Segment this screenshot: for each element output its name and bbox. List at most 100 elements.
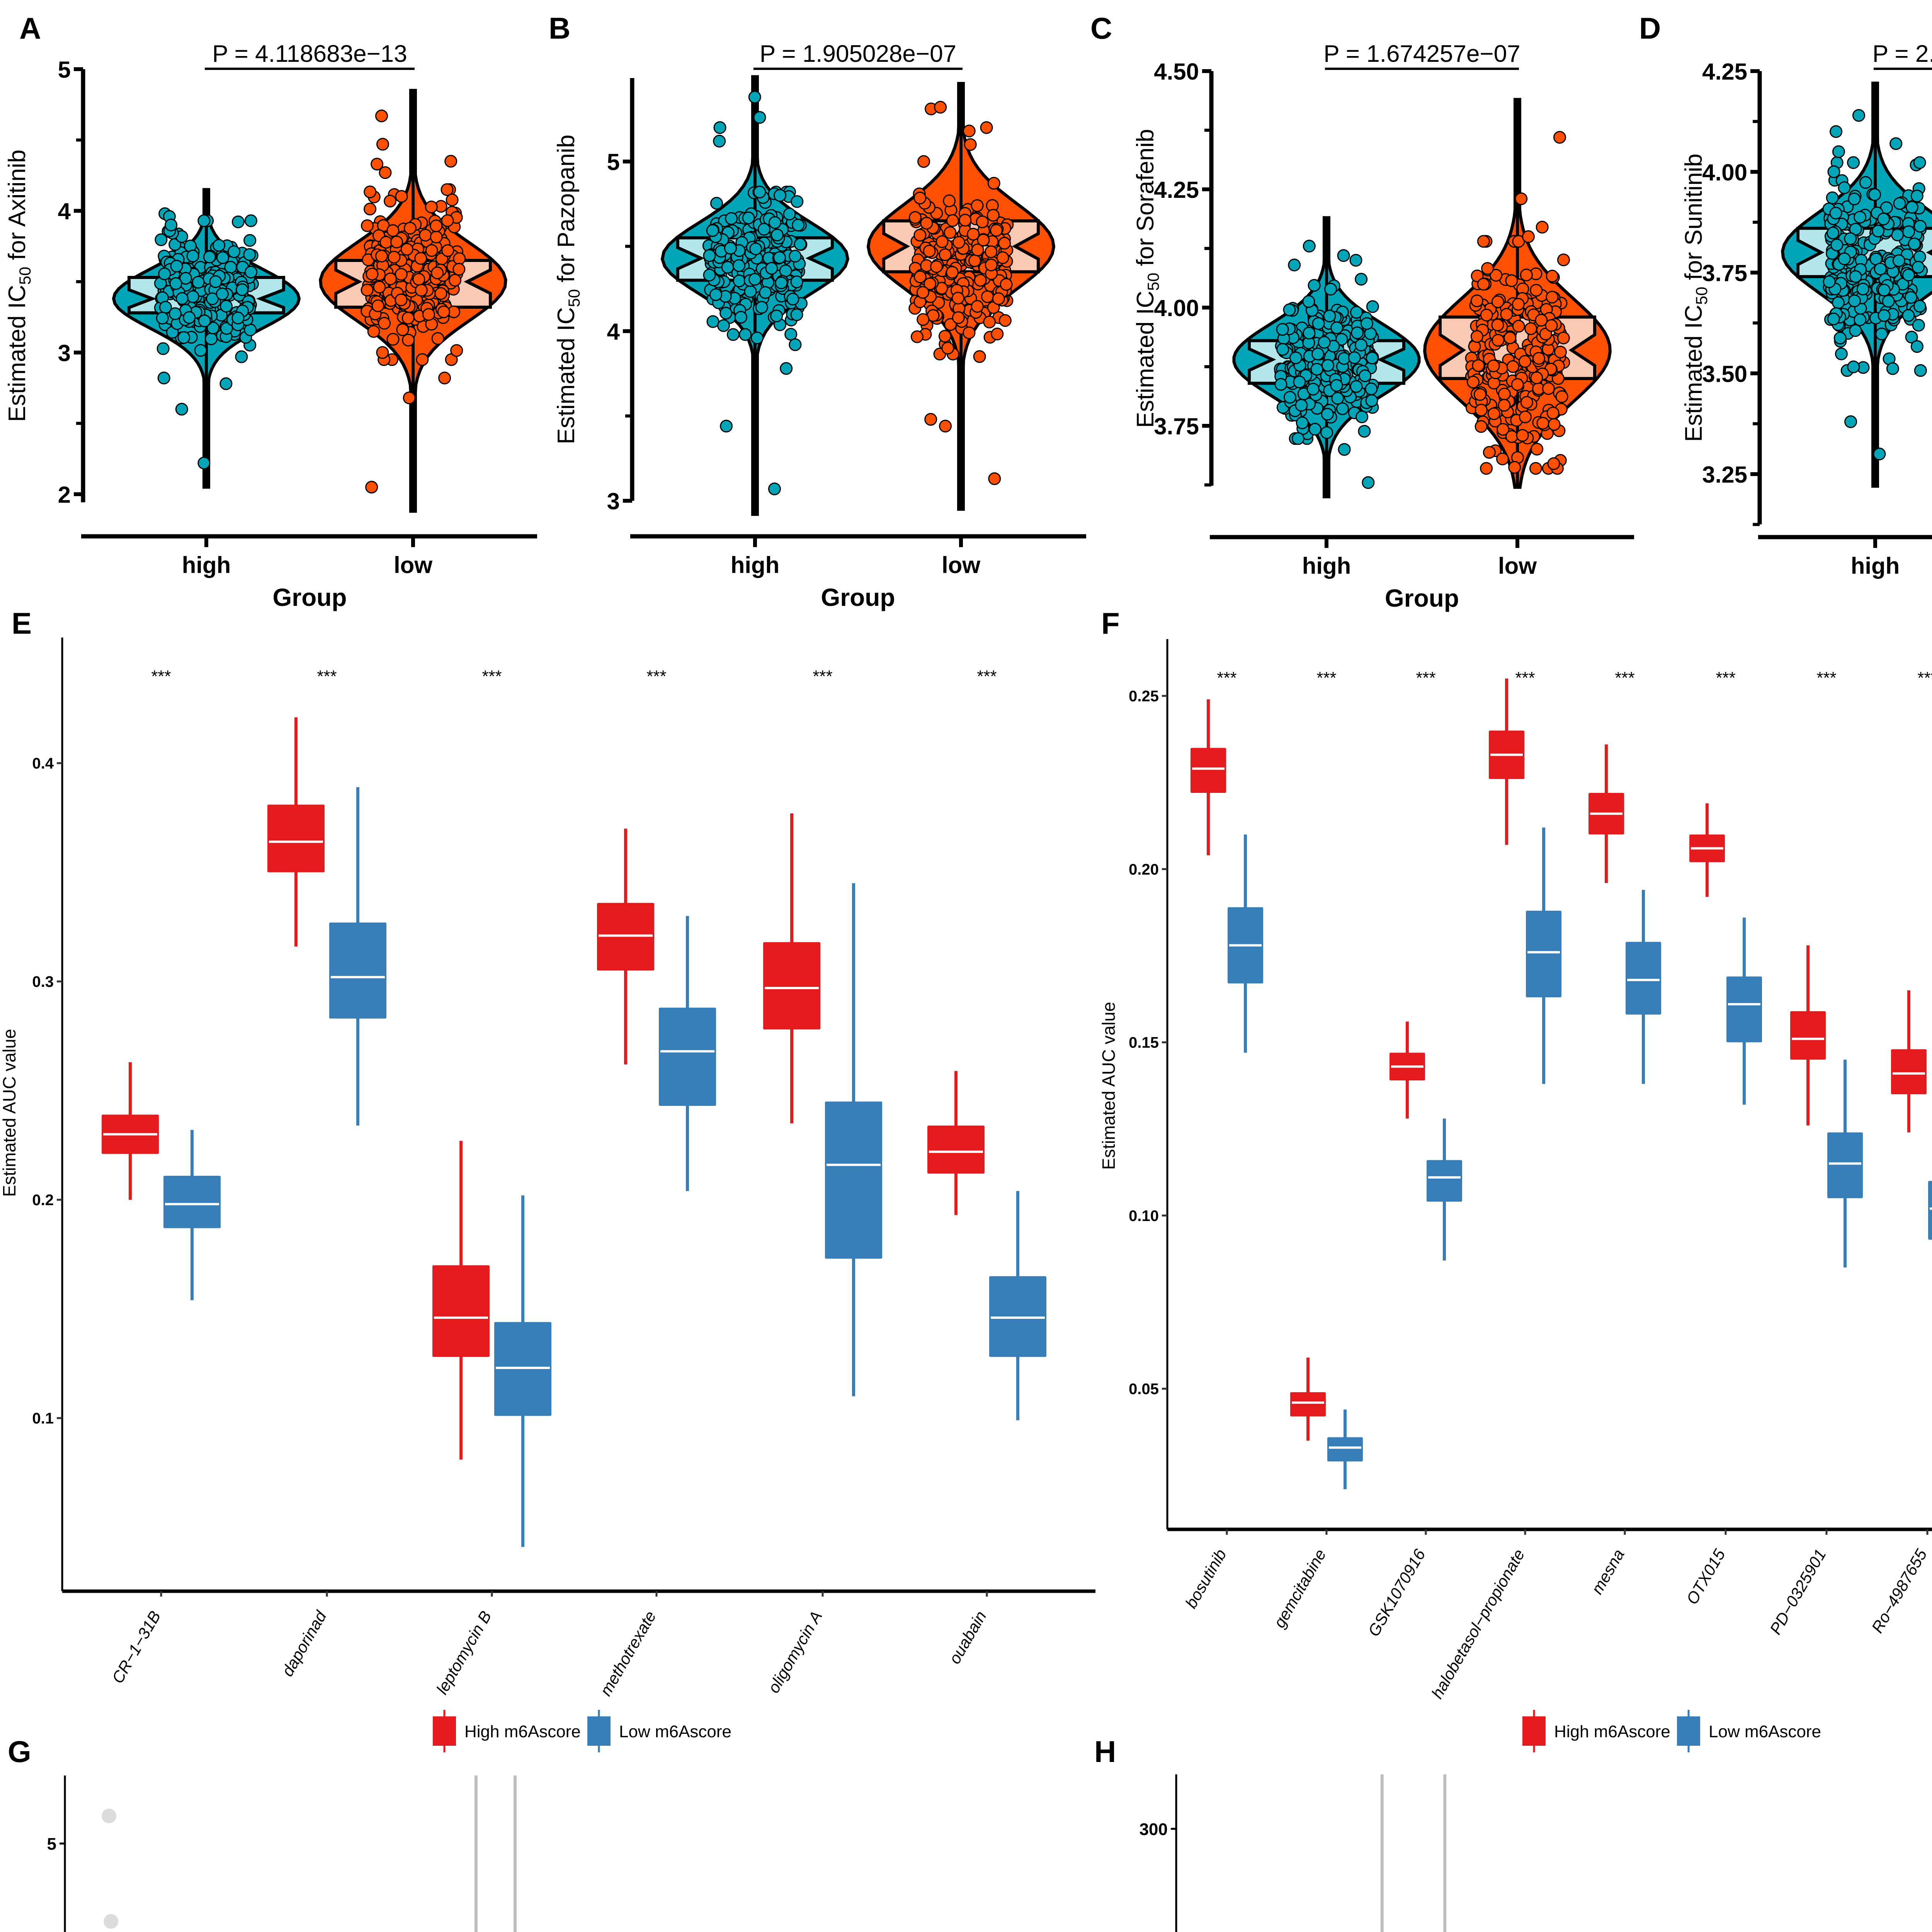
- data-point: [770, 310, 783, 323]
- data-point: [1856, 282, 1869, 296]
- box: [1290, 1357, 1326, 1441]
- box: [1389, 1021, 1425, 1119]
- points-high: [154, 207, 259, 469]
- data-point: [235, 350, 248, 363]
- x-axis-label: Group: [1385, 584, 1459, 612]
- box-body: [763, 942, 820, 1030]
- data-point: [373, 281, 386, 294]
- data-point: [1524, 322, 1537, 335]
- data-point: [1530, 284, 1543, 297]
- y-tick-label: 4: [607, 319, 620, 345]
- outlier-point: [789, 338, 802, 351]
- data-point: [1848, 192, 1861, 206]
- p-value-label: P = 1.905028e−07: [760, 41, 956, 67]
- box-body: [267, 804, 325, 872]
- outlier-point: [379, 166, 392, 179]
- data-point: [402, 333, 415, 347]
- significance-label: ***: [1217, 668, 1236, 687]
- data-point: [361, 219, 374, 232]
- data-point: [709, 288, 722, 301]
- data-point: [1914, 364, 1927, 377]
- data-point: [765, 262, 778, 275]
- data-point: [203, 250, 216, 264]
- data-point: [1512, 298, 1525, 311]
- data-point: [944, 226, 957, 239]
- data-point: [1530, 371, 1543, 384]
- data-point: [773, 251, 786, 264]
- outlier-point: [941, 342, 954, 355]
- data-point: [1508, 461, 1521, 474]
- significance-label: ***: [151, 667, 171, 686]
- data-point: [403, 222, 417, 235]
- data-point: [775, 276, 788, 289]
- data-point: [416, 353, 429, 366]
- data-point: [1467, 376, 1480, 389]
- panel-label: C: [1090, 11, 1112, 45]
- data-point: [1908, 237, 1921, 250]
- data-point: [998, 314, 1012, 327]
- y-tick-label: 3.50: [1702, 361, 1747, 387]
- data-point: [437, 305, 450, 318]
- y-tick-label: 0.20: [1129, 861, 1159, 878]
- data-point: [971, 243, 984, 257]
- data-point: [231, 311, 245, 325]
- data-point: [430, 219, 443, 232]
- data-point: [388, 251, 401, 264]
- panel-label: G: [8, 1735, 31, 1769]
- box-body: [1427, 1160, 1462, 1202]
- data-point: [1355, 410, 1369, 423]
- panel-label: D: [1639, 11, 1661, 45]
- outlier-point: [197, 456, 211, 469]
- box: [1726, 917, 1762, 1105]
- data-point: [220, 299, 233, 313]
- data-point: [1306, 383, 1320, 396]
- y-tick-label: 2: [58, 482, 71, 508]
- data-point: [791, 195, 804, 208]
- data-point: [1830, 238, 1844, 252]
- y-tick-label: 0.15: [1129, 1034, 1159, 1051]
- data-point: [104, 1914, 119, 1929]
- box-body: [825, 1101, 882, 1259]
- data-point: [156, 342, 170, 355]
- data-point: [1878, 309, 1891, 322]
- data-point: [981, 290, 994, 303]
- data-point: [375, 250, 388, 263]
- outlier-point: [371, 158, 384, 171]
- box-body: [1891, 1049, 1927, 1094]
- data-point: [390, 235, 403, 248]
- data-point: [1358, 425, 1371, 438]
- data-point: [1882, 295, 1895, 308]
- data-point: [194, 344, 207, 357]
- outlier-point: [1303, 240, 1316, 253]
- data-point: [158, 267, 171, 281]
- data-point: [209, 275, 222, 288]
- x-axis-label: Group: [273, 583, 347, 611]
- data-point: [170, 260, 183, 273]
- data-point: [1491, 318, 1504, 332]
- data-point: [779, 264, 792, 277]
- data-point: [198, 314, 211, 327]
- data-point: [946, 214, 959, 227]
- box: [1588, 744, 1624, 883]
- significance-label: ***: [1515, 668, 1535, 687]
- y-axis-label: Estimated AUC value: [1099, 1002, 1119, 1170]
- data-point: [216, 287, 229, 301]
- data-point: [1323, 310, 1336, 323]
- outlier-point: [1553, 131, 1566, 144]
- legend-label: High m6Ascore: [464, 1722, 581, 1741]
- data-point: [1366, 352, 1379, 364]
- outlier-point: [376, 138, 389, 151]
- outlier-point: [1844, 415, 1857, 428]
- data-point: [1905, 201, 1918, 214]
- data-point: [923, 245, 936, 258]
- data-point: [440, 183, 454, 196]
- data-point: [1536, 417, 1549, 430]
- y-tick-label: 4.00: [1154, 295, 1199, 321]
- data-point: [1350, 380, 1363, 393]
- data-point: [987, 177, 1000, 190]
- data-point: [1365, 394, 1378, 407]
- outlier-point: [1852, 109, 1865, 122]
- box-body: [1928, 1181, 1932, 1240]
- data-point: [923, 277, 937, 290]
- data-point: [1505, 274, 1518, 287]
